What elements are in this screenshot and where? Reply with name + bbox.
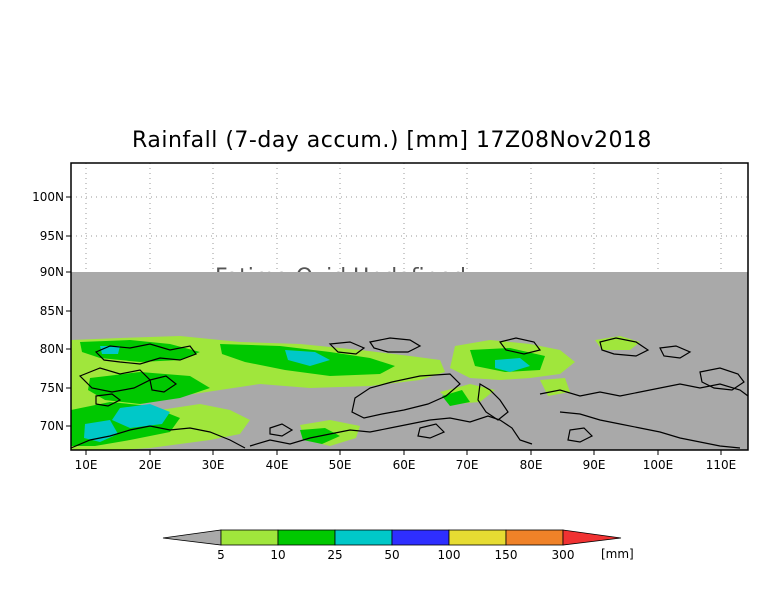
lon-label: 40E xyxy=(266,458,289,472)
lat-label: 70N xyxy=(40,419,64,433)
lon-label: 10E xyxy=(75,458,98,472)
legend-below-arrow xyxy=(162,529,222,546)
lat-label: 80N xyxy=(40,342,64,356)
legend-break-label: 5 xyxy=(217,548,225,562)
legend-break-label: 300 xyxy=(552,548,575,562)
lon-label: 100E xyxy=(643,458,674,472)
color-legend: 5 10 25 50 100 150 300 [mm] xyxy=(162,529,634,562)
map-title: Rainfall (7-day accum.) [mm] 17Z08Nov201… xyxy=(132,128,652,153)
lon-ticks xyxy=(85,450,722,455)
lat-label: 100N xyxy=(32,190,64,204)
rain-25-50 xyxy=(84,346,530,442)
lon-labels: 10E 20E 30E 40E 50E 60E 70E 80E 90E 100E… xyxy=(75,458,737,472)
lon-label: 70E xyxy=(456,458,479,472)
legend-break-label: 150 xyxy=(495,548,518,562)
legend-swatch-150-300 xyxy=(505,529,564,546)
lat-label: 75N xyxy=(40,381,64,395)
lat-label: 95N xyxy=(40,229,64,243)
legend-swatch-100-150 xyxy=(448,529,507,546)
lat-ticks xyxy=(66,196,71,427)
legend-break-label: 50 xyxy=(384,548,399,562)
legend-break-label: 25 xyxy=(327,548,342,562)
legend-swatch-10-25 xyxy=(277,529,336,546)
legend-break-label: 100 xyxy=(438,548,461,562)
coastlines xyxy=(70,337,749,449)
legend-swatch-5-10 xyxy=(220,529,279,546)
lon-label: 110E xyxy=(706,458,737,472)
legend-break-label: 10 xyxy=(270,548,285,562)
plot-area: Fatima Ovid Undefined xyxy=(70,162,749,451)
legend-unit: [mm] xyxy=(601,547,634,561)
legend-above-arrow xyxy=(562,529,622,546)
lon-label: 30E xyxy=(202,458,225,472)
lat-label: 90N xyxy=(40,265,64,279)
lon-label: 60E xyxy=(393,458,416,472)
lat-labels: 100N 95N 90N 85N 80N 75N 70N xyxy=(32,190,64,433)
legend-swatch-25-50 xyxy=(334,529,393,546)
gridlines xyxy=(71,163,748,272)
lon-label: 50E xyxy=(329,458,352,472)
lon-label: 90E xyxy=(583,458,606,472)
lat-label: 85N xyxy=(40,304,64,318)
lon-label: 20E xyxy=(139,458,162,472)
lon-label: 80E xyxy=(520,458,543,472)
plot-frame xyxy=(70,162,749,451)
legend-swatch-50-100 xyxy=(391,529,450,546)
